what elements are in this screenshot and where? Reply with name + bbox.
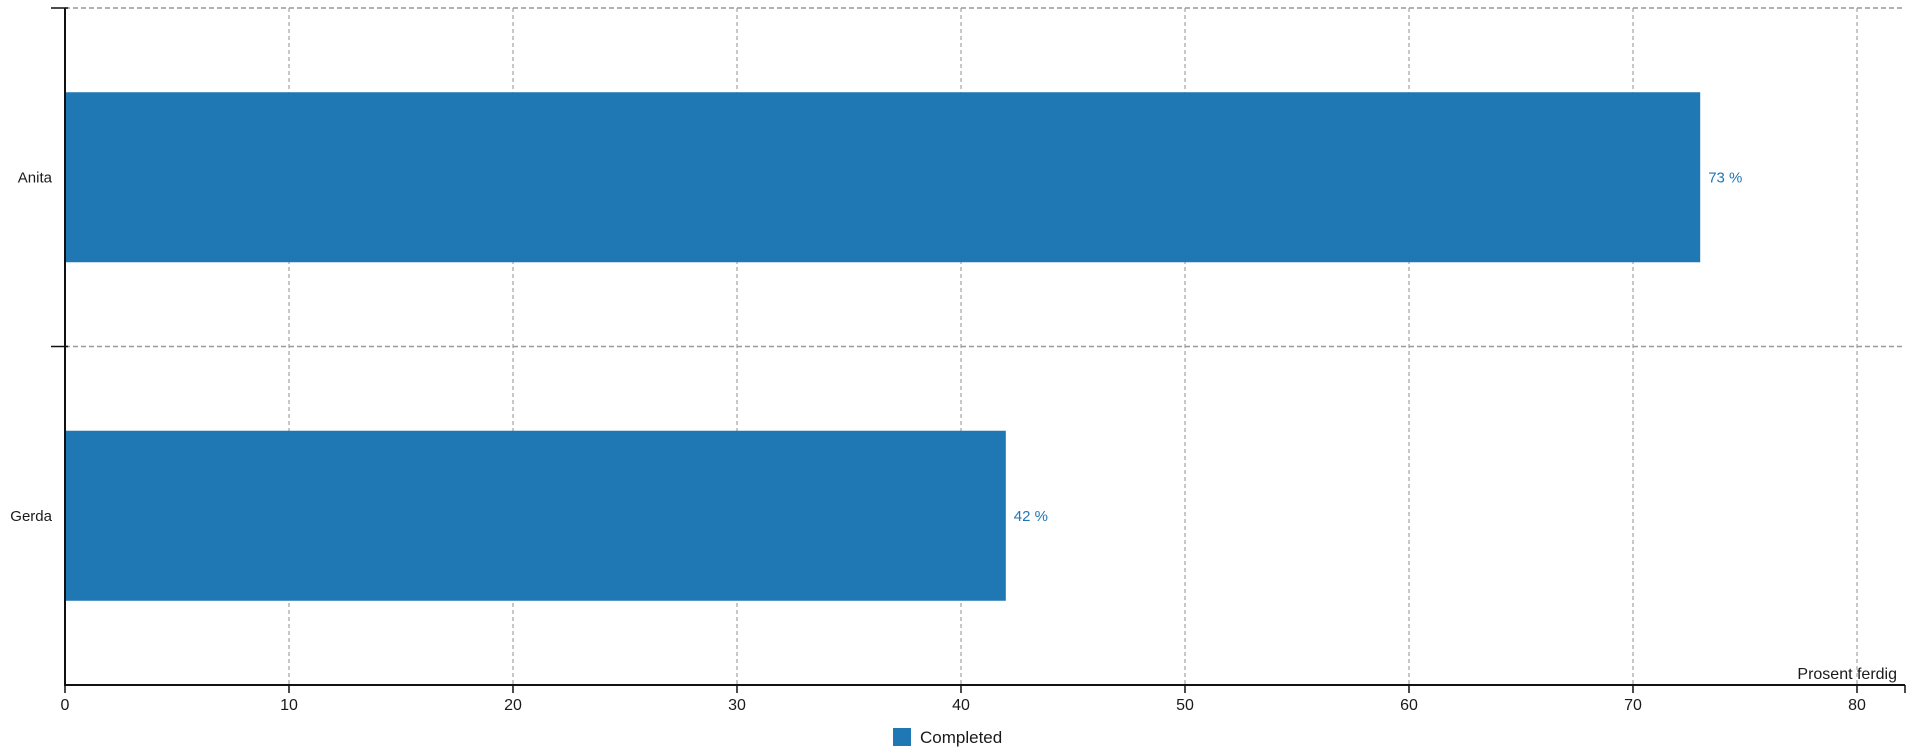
bar-value-label: 42 %	[1014, 508, 1048, 525]
x-tick-label: 40	[952, 697, 970, 714]
x-tick-label: 0	[61, 697, 70, 714]
x-tick-label: 20	[504, 697, 522, 714]
x-tick-label: 60	[1400, 697, 1418, 714]
x-axis-title: Prosent ferdig	[1797, 666, 1897, 683]
bar-gerda	[66, 430, 1006, 601]
x-tick-label: 80	[1848, 697, 1866, 714]
legend-label: Completed	[920, 728, 1002, 747]
bar-value-label: 73 %	[1708, 169, 1742, 186]
category-label: Anita	[18, 169, 53, 186]
x-tick-label: 50	[1176, 697, 1194, 714]
bar-anita	[66, 92, 1701, 263]
x-tick-label: 30	[728, 697, 746, 714]
legend-swatch	[893, 728, 911, 746]
category-label: Gerda	[10, 508, 52, 525]
x-tick-label: 10	[280, 697, 298, 714]
x-tick-label: 70	[1624, 697, 1642, 714]
